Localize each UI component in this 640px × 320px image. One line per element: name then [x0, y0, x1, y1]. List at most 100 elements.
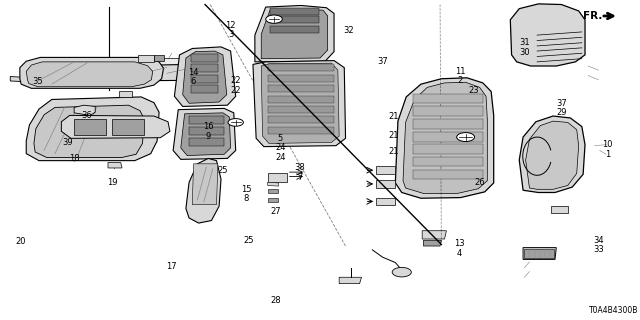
Polygon shape: [189, 138, 224, 146]
Polygon shape: [268, 106, 334, 113]
Polygon shape: [26, 62, 153, 87]
Text: T0A4B4300B: T0A4B4300B: [589, 307, 638, 316]
Polygon shape: [10, 76, 51, 83]
Text: 25: 25: [218, 166, 228, 175]
Text: 26: 26: [474, 179, 485, 188]
Text: 22: 22: [230, 76, 241, 85]
Polygon shape: [182, 51, 227, 103]
Circle shape: [457, 132, 474, 141]
Text: 28: 28: [270, 296, 280, 305]
Polygon shape: [524, 249, 554, 258]
Polygon shape: [125, 58, 182, 77]
Polygon shape: [268, 64, 334, 71]
Text: 14: 14: [188, 68, 199, 77]
Text: 3: 3: [228, 30, 234, 39]
Polygon shape: [268, 127, 334, 134]
Text: 12: 12: [225, 21, 236, 30]
Text: 25: 25: [243, 236, 253, 245]
Polygon shape: [270, 8, 319, 15]
Text: 21: 21: [388, 147, 399, 156]
Text: 31: 31: [519, 38, 530, 47]
Polygon shape: [74, 105, 95, 116]
Polygon shape: [26, 97, 159, 161]
Text: 21: 21: [388, 131, 399, 140]
Text: 24: 24: [275, 143, 285, 152]
Polygon shape: [270, 26, 319, 33]
Polygon shape: [180, 113, 230, 156]
Polygon shape: [413, 132, 483, 141]
Text: 22: 22: [230, 86, 241, 95]
Polygon shape: [376, 197, 396, 205]
Text: 7: 7: [297, 173, 302, 182]
Text: 9: 9: [205, 132, 211, 140]
Polygon shape: [268, 197, 278, 202]
Text: 2: 2: [458, 76, 463, 85]
Polygon shape: [403, 82, 487, 194]
Text: 39: 39: [63, 138, 73, 147]
Polygon shape: [189, 116, 224, 124]
Circle shape: [392, 268, 412, 277]
Polygon shape: [523, 248, 556, 260]
Polygon shape: [173, 108, 236, 159]
Text: 4: 4: [456, 249, 462, 258]
Polygon shape: [270, 16, 319, 23]
Polygon shape: [189, 127, 224, 135]
Polygon shape: [422, 231, 447, 239]
Text: 15: 15: [241, 185, 251, 194]
Text: 5: 5: [278, 134, 283, 143]
Text: 1: 1: [605, 150, 610, 159]
Polygon shape: [186, 158, 221, 223]
Polygon shape: [108, 163, 122, 168]
Polygon shape: [510, 4, 585, 66]
Polygon shape: [339, 277, 362, 284]
Text: 37: 37: [377, 57, 388, 66]
Circle shape: [266, 15, 282, 23]
Text: 29: 29: [556, 108, 566, 117]
Polygon shape: [98, 64, 202, 81]
Text: 17: 17: [166, 262, 177, 271]
Text: 24: 24: [275, 153, 285, 162]
Text: 34: 34: [593, 236, 604, 245]
Polygon shape: [268, 96, 334, 103]
Polygon shape: [113, 119, 145, 135]
Text: 8: 8: [243, 194, 248, 204]
Text: 6: 6: [191, 77, 196, 86]
Polygon shape: [191, 85, 218, 93]
Text: 21: 21: [388, 112, 399, 121]
Polygon shape: [268, 116, 334, 123]
Text: 27: 27: [270, 207, 280, 216]
Polygon shape: [268, 85, 334, 92]
Polygon shape: [268, 173, 287, 182]
Text: 13: 13: [454, 239, 465, 248]
Polygon shape: [174, 47, 236, 107]
Polygon shape: [138, 55, 154, 62]
Text: 33: 33: [593, 245, 604, 254]
Text: 19: 19: [108, 178, 118, 187]
Circle shape: [228, 119, 243, 126]
Polygon shape: [396, 78, 493, 198]
Polygon shape: [255, 5, 334, 62]
Polygon shape: [34, 105, 145, 157]
Text: 30: 30: [519, 48, 530, 57]
Polygon shape: [192, 164, 218, 204]
Polygon shape: [154, 55, 164, 60]
Text: 20: 20: [16, 237, 26, 246]
Polygon shape: [261, 8, 328, 59]
Polygon shape: [191, 64, 218, 72]
Text: 32: 32: [344, 27, 354, 36]
Text: 36: 36: [81, 111, 92, 120]
Polygon shape: [413, 157, 483, 166]
Text: 38: 38: [294, 164, 305, 172]
Polygon shape: [268, 189, 278, 194]
Polygon shape: [376, 180, 396, 188]
Polygon shape: [268, 182, 278, 186]
Text: 37: 37: [556, 99, 567, 108]
Polygon shape: [525, 121, 579, 189]
Polygon shape: [191, 75, 218, 83]
Polygon shape: [551, 206, 568, 212]
Polygon shape: [20, 57, 164, 88]
Polygon shape: [413, 119, 483, 129]
Polygon shape: [519, 116, 585, 193]
Text: 11: 11: [455, 67, 466, 76]
Polygon shape: [61, 116, 170, 138]
